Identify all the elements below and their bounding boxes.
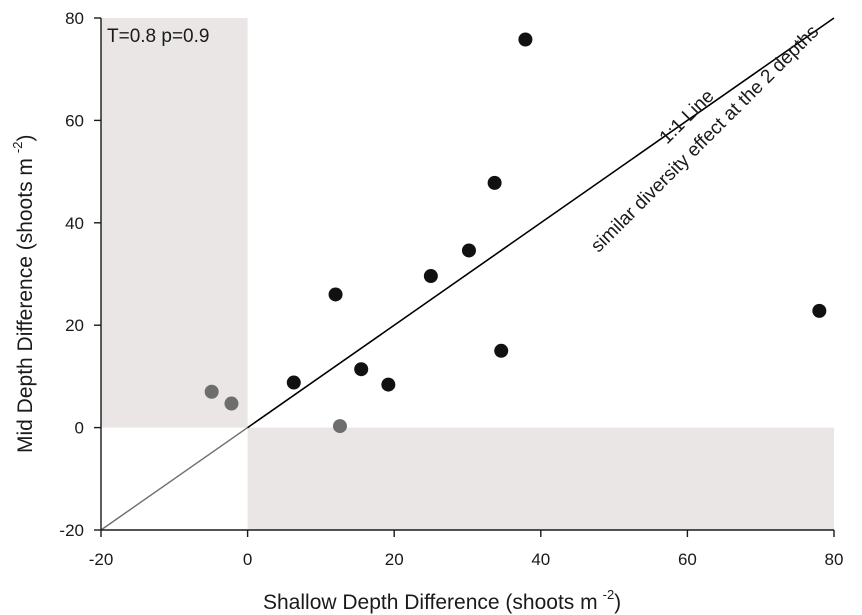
- shaded-regions: [101, 18, 835, 530]
- shaded-region-2: [247, 427, 835, 530]
- y-tick-label: 80: [65, 9, 84, 28]
- data-point: [381, 377, 396, 392]
- x-tick-label: 80: [825, 550, 844, 569]
- x-tick-label: 40: [531, 550, 550, 569]
- reference-line-upper: [247, 17, 835, 429]
- data-point: [461, 243, 476, 258]
- x-axis-title: Shallow Depth Difference (shoots m -2): [263, 587, 621, 614]
- data-point: [494, 343, 509, 358]
- data-point: [328, 287, 343, 302]
- stat-label: T=0.8 p=0.9: [107, 26, 209, 47]
- data-point: [423, 269, 438, 284]
- reference-line-group: [100, 17, 835, 531]
- data-point: [332, 419, 347, 434]
- data-point: [812, 303, 827, 318]
- y-tick-label: 40: [65, 214, 84, 233]
- data-points: [204, 32, 827, 434]
- data-point: [354, 362, 369, 377]
- x-tick-label: -20: [89, 550, 114, 569]
- axes: -20 0 20 40 60 80 -20 0 20 40 60 80: [59, 9, 843, 569]
- data-point: [224, 396, 239, 411]
- y-tick-label: 60: [65, 111, 84, 130]
- y-tick-label: 0: [75, 419, 84, 438]
- shaded-region-1: [101, 18, 248, 428]
- x-tick-label: 0: [243, 550, 252, 569]
- x-tick-label: 60: [678, 550, 697, 569]
- data-point: [487, 175, 502, 190]
- data-point: [286, 375, 301, 390]
- reference-line-lower: [100, 427, 249, 531]
- data-point: [518, 32, 533, 47]
- data-point: [204, 384, 219, 399]
- x-tick-label: 20: [385, 550, 404, 569]
- reference-line-description: similar diversity effect at the 2 depths: [587, 21, 823, 256]
- y-tick-label: 20: [65, 316, 84, 335]
- y-tick-label: -20: [59, 521, 84, 540]
- y-axis-title: Mid Depth Difference (shoots m-2): [10, 135, 37, 453]
